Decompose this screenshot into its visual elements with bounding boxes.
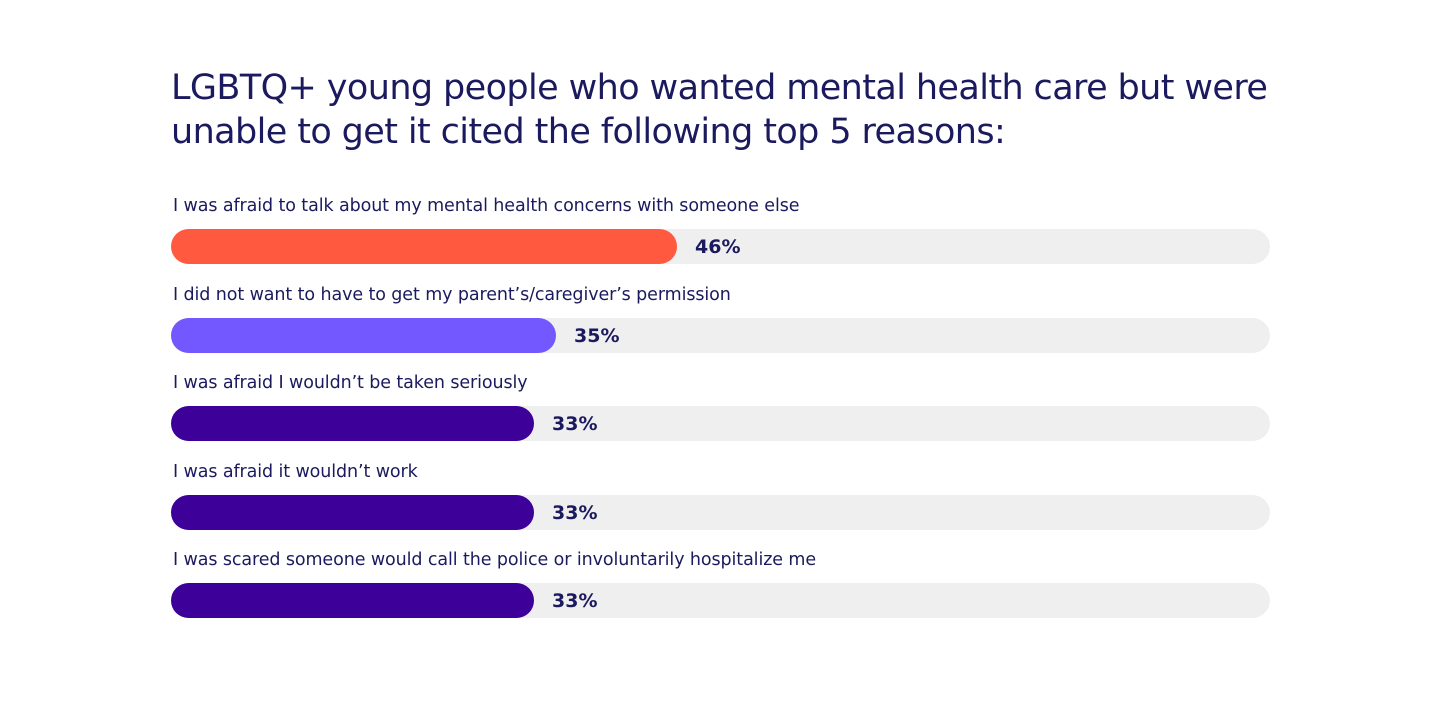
bar-track: 33%: [171, 406, 1270, 441]
bar-track: 35%: [171, 317, 1270, 353]
category-label: I was scared someone would call the poli…: [173, 550, 817, 570]
bar: [171, 494, 534, 530]
bar-track: 46%: [171, 229, 1270, 264]
bar: [171, 317, 556, 353]
data-label: 33%: [552, 590, 598, 612]
category-label: I was afraid it wouldn’t work: [173, 461, 418, 482]
category-label: I was afraid to talk about my mental hea…: [173, 196, 800, 216]
category-label: I was afraid I wouldn’t be taken serious…: [173, 373, 528, 393]
bar-track: 33%: [171, 583, 1270, 618]
data-label: 33%: [552, 413, 598, 435]
chart-title: LGBTQ+ young people who wanted mental he…: [171, 68, 1268, 152]
bar: [171, 229, 677, 264]
data-label: 33%: [552, 501, 598, 524]
data-label: 46%: [695, 236, 741, 258]
bar: [171, 583, 534, 618]
bar: [171, 406, 534, 441]
category-label: I did not want to have to get my parent’…: [173, 284, 731, 305]
data-label: 35%: [574, 324, 620, 347]
bar-track: 33%: [171, 494, 1270, 530]
